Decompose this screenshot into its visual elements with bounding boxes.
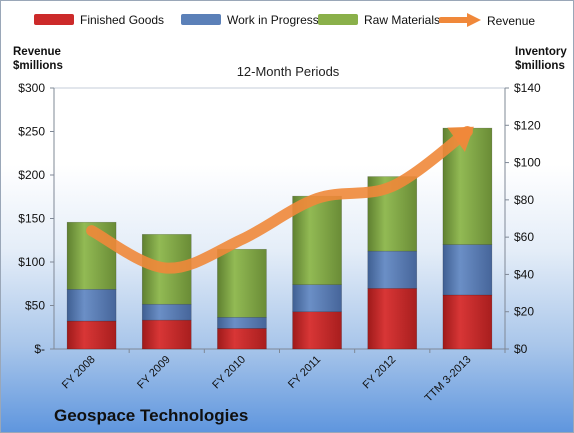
bar-finished-goods (442, 294, 493, 350)
legend-finished-goods: Finished Goods (34, 13, 164, 27)
x-tick-label: FY 2010 (210, 354, 248, 392)
left-tick-label: $100 (18, 255, 45, 269)
company-name: Geospace Technologies (54, 406, 249, 425)
right-tick-label: $0 (514, 342, 528, 356)
left-tick-label: $200 (18, 168, 45, 182)
bar-raw-materials (217, 248, 267, 318)
right-tick-label: $140 (514, 81, 541, 95)
legend-work-in-progress: Work in Progress (181, 13, 319, 27)
left-tick-label: $300 (18, 81, 45, 95)
bar-finished-goods (217, 328, 267, 350)
left-axis-title: Revenue $millions (13, 45, 63, 73)
legend-label-revenue: Revenue (487, 14, 536, 28)
legend-swatch-work-in-progress (181, 14, 221, 25)
bar-finished-goods (367, 288, 418, 350)
legend-revenue: Revenue (438, 13, 536, 28)
legend-label-raw-materials: Raw Materials (364, 13, 441, 27)
bar-work-in-progress (367, 250, 418, 289)
legend-swatch-raw-materials (318, 14, 358, 25)
revenue-line (86, 126, 473, 274)
legend-raw-materials: Raw Materials (318, 13, 440, 27)
legend-swatch-finished-goods (34, 14, 74, 25)
left-tick-label: $50 (25, 299, 45, 313)
legend-label-work-in-progress: Work in Progress (227, 13, 319, 27)
left-axis-title-line2: $millions (13, 60, 63, 72)
right-tick-label: $60 (514, 230, 534, 244)
x-tick-label: FY 2008 (60, 354, 98, 392)
left-tick-label: $250 (18, 125, 45, 139)
bar-work-in-progress (292, 284, 342, 313)
right-axis-title: Inventory $millions (515, 45, 567, 73)
left-tick-label: $- (34, 342, 45, 356)
x-tick-label: FY 2011 (286, 354, 323, 391)
right-axis-title-line2: $millions (515, 60, 565, 72)
bar-finished-goods (141, 319, 192, 350)
bar-work-in-progress (442, 244, 493, 296)
bar-finished-goods (292, 311, 342, 350)
revenue-arrowhead (447, 126, 474, 152)
bar-work-in-progress (66, 289, 117, 322)
right-tick-label: $80 (514, 193, 534, 207)
x-tick-label: TTM 3-2013 (423, 354, 474, 405)
right-axis-title-line1: Inventory (515, 46, 567, 58)
bar-work-in-progress (141, 303, 192, 321)
right-tick-label: $120 (514, 118, 541, 132)
right-tick-label: $100 (514, 156, 541, 170)
bar-finished-goods (66, 320, 117, 350)
bar-work-in-progress (217, 317, 267, 329)
x-tick-label: FY 2012 (361, 354, 399, 392)
legend-label-finished-goods: Finished Goods (80, 13, 165, 27)
x-tick-label: FY 2009 (135, 354, 173, 392)
chart-subtitle: 12-Month Periods (236, 64, 340, 79)
legend-swatch-revenue (438, 13, 481, 27)
left-axis-title-line1: Revenue (13, 46, 61, 58)
right-tick-label: $20 (514, 305, 534, 319)
left-tick-label: $150 (18, 212, 45, 226)
right-tick-label: $40 (514, 267, 534, 281)
